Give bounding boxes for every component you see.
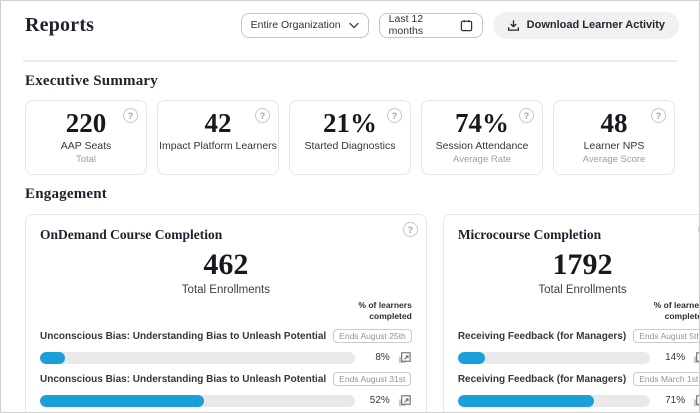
stat-sublabel: Total — [75, 154, 97, 165]
total-enrollments-label: Total Enrollments — [538, 284, 627, 296]
progress-bar — [457, 394, 651, 407]
header: Reports Entire Organization Last 12 mont… — [1, 1, 699, 41]
progress-bar-fill — [40, 351, 66, 364]
organization-filter-value: Entire Organization — [250, 19, 341, 31]
section-divider — [23, 60, 677, 62]
help-icon[interactable]: ? — [519, 108, 534, 123]
course-end-date-badge: Ends August 5th — [633, 329, 699, 343]
calendar-icon — [460, 19, 473, 32]
download-button-label: Download Learner Activity — [526, 19, 665, 31]
course-name: Receiving Feedback (for Managers) — [457, 373, 627, 385]
card-title: Microcourse Completion — [457, 227, 602, 242]
course-end-date-badge: Ends March 1st — [633, 372, 699, 386]
course-row: Unconscious Bias: Understanding Bias to … — [40, 329, 412, 365]
card-title: OnDemand Course Completion — [40, 227, 223, 242]
stat-value: 42 — [204, 108, 232, 138]
popout-icon — [692, 393, 699, 408]
course-end-date-badge: Ends August 31st — [333, 372, 412, 386]
date-range-select[interactable]: Last 12 months — [378, 12, 483, 38]
stat-sublabel: Average Score — [582, 154, 646, 165]
percent-learners-completed-note: % of learners completed — [358, 300, 412, 321]
stat-value: 21% — [323, 108, 377, 138]
progress-bar — [457, 351, 651, 364]
progress-percent: 71% — [665, 395, 686, 406]
course-name: Unconscious Bias: Understanding Bias to … — [40, 373, 327, 385]
popout-icon — [397, 350, 412, 365]
date-range-value: Last 12 months — [388, 13, 424, 37]
stat-label: AAP Seats — [60, 140, 112, 152]
total-enrollments-label: Total Enrollments — [181, 284, 271, 296]
total-enrollments-value: 1792 — [552, 248, 613, 281]
stat-label: Impact Platform Learners — [159, 140, 277, 152]
course-row: Receiving Feedback (for Managers) Ends A… — [457, 329, 699, 365]
stats-row: ? 220 AAP Seats Total ? 42 Impact Platfo… — [25, 100, 675, 175]
stat-card-impact-platform-learners: ? 42 Impact Platform Learners — [157, 100, 279, 175]
engagement-row: ? OnDemand Course Completion 462 Total E… — [25, 214, 699, 412]
course-end-date-badge: Ends August 25th — [333, 329, 412, 343]
stat-value: 220 — [65, 108, 107, 138]
microcourse-completion-card: ? Microcourse Completion 1792 Total Enro… — [442, 214, 700, 412]
stat-sublabel: Average Rate — [453, 154, 511, 165]
progress-bar-fill — [457, 351, 485, 364]
help-icon[interactable]: ? — [402, 222, 418, 237]
progress-bar-fill — [40, 394, 204, 407]
popout-button[interactable] — [692, 350, 699, 365]
executive-summary-heading: Executive Summary — [25, 73, 158, 89]
course-name: Receiving Feedback (for Managers) — [457, 330, 627, 342]
chevron-down-icon — [348, 22, 359, 29]
help-icon[interactable]: ? — [123, 108, 138, 123]
stat-label: Started Diagnostics — [304, 140, 396, 152]
stat-label: Session Attendance — [435, 140, 529, 152]
stat-card-session-attendance: ? 74% Session Attendance Average Rate — [421, 100, 543, 175]
stat-card-started-diagnostics: ? 21% Started Diagnostics — [289, 100, 411, 175]
course-row: Unconscious Bias: Understanding Bias to … — [40, 372, 412, 408]
stat-card-learner-nps: ? 48 Learner NPS Average Score — [553, 100, 675, 175]
engagement-heading: Engagement — [25, 186, 107, 202]
header-controls: Entire Organization Last 12 months Downl… — [240, 11, 679, 39]
popout-icon — [397, 393, 412, 408]
organization-filter-select[interactable]: Entire Organization — [240, 12, 369, 38]
progress-percent: 14% — [665, 352, 686, 363]
progress-percent: 52% — [369, 395, 390, 406]
progress-percent: 8% — [375, 352, 390, 363]
popout-button[interactable] — [692, 393, 699, 408]
course-name: Unconscious Bias: Understanding Bias to … — [40, 330, 327, 342]
stat-value: 48 — [600, 108, 628, 138]
stat-label: Learner NPS — [583, 140, 645, 152]
ondemand-course-completion-card: ? OnDemand Course Completion 462 Total E… — [25, 214, 427, 412]
download-learner-activity-button[interactable]: Download Learner Activity — [492, 11, 679, 39]
popout-button[interactable] — [397, 393, 412, 408]
download-icon — [507, 19, 520, 32]
help-icon[interactable]: ? — [255, 108, 270, 123]
help-icon[interactable]: ? — [651, 108, 666, 123]
percent-learners-completed-note: % of learners completed — [653, 300, 700, 321]
popout-icon — [692, 350, 699, 365]
progress-bar — [40, 394, 355, 407]
page-title: Reports — [25, 13, 95, 36]
popout-button[interactable] — [397, 350, 412, 365]
stat-value: 74% — [455, 108, 509, 138]
stat-card-aap-seats: ? 220 AAP Seats Total — [25, 100, 147, 175]
total-enrollments-value: 462 — [203, 248, 249, 281]
progress-bar — [40, 351, 355, 364]
course-row: Receiving Feedback (for Managers) Ends M… — [457, 372, 699, 408]
progress-bar-fill — [457, 394, 595, 407]
help-icon[interactable]: ? — [387, 108, 402, 123]
